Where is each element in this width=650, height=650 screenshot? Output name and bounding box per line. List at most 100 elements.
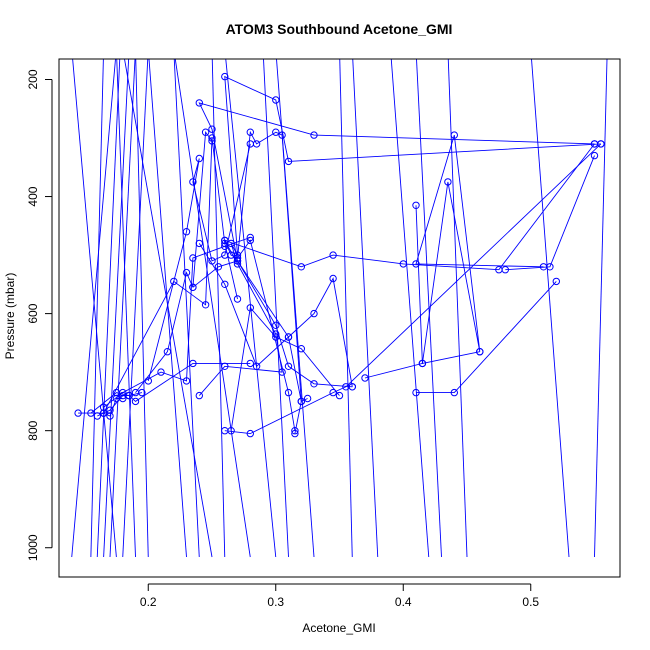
data-point [170, 277, 178, 286]
data-point [208, 134, 216, 142]
y-axis-label: Pressure (mbar) [3, 273, 17, 360]
data-point [99, 409, 108, 417]
data-point [157, 368, 165, 376]
series-line [224, 143, 602, 435]
data-point [246, 429, 255, 438]
data-point [221, 72, 229, 81]
data-point [444, 178, 452, 186]
data-point [246, 128, 255, 136]
series-line [415, 205, 480, 364]
data-point [195, 239, 204, 248]
off-top-segment [390, 59, 430, 558]
y-tick-label: 400 [26, 186, 40, 206]
data-point [552, 277, 560, 286]
series-line [147, 143, 251, 382]
data-point [450, 131, 458, 139]
off-top-segment [416, 59, 442, 558]
off-top-segment [72, 59, 117, 558]
data-point [310, 309, 318, 318]
data-point [246, 233, 255, 242]
off-top-segment [263, 59, 289, 558]
data-point [284, 333, 293, 341]
series-line [192, 260, 308, 403]
data-point [131, 397, 140, 406]
data-point [450, 388, 458, 397]
data-point [138, 388, 146, 397]
data-point [272, 333, 280, 341]
data-point [119, 388, 127, 397]
data-point [233, 295, 242, 303]
y-tick-label: 1000 [26, 534, 40, 561]
series-line [198, 143, 595, 396]
data-point [310, 131, 318, 139]
data-point [99, 403, 108, 411]
data-point [182, 268, 191, 277]
series-line [505, 155, 595, 271]
data-point [303, 394, 312, 403]
data-point [208, 137, 216, 145]
series-line [103, 237, 251, 408]
data-point [329, 274, 337, 283]
data-point [546, 263, 554, 271]
series-line [416, 281, 557, 394]
plot-content [71, 59, 608, 558]
data-point [246, 304, 255, 312]
data-point [125, 391, 133, 400]
data-point [297, 263, 305, 271]
axes: 0.2 0.3 0.4 0.5 200 400 600 800 1000 [26, 58, 621, 609]
y-tick-label: 800 [26, 420, 40, 440]
data-point [195, 391, 204, 400]
data-point [106, 412, 114, 420]
series-line [224, 75, 601, 265]
off-top-segment [109, 59, 136, 558]
data-point [284, 362, 293, 370]
data-point [329, 251, 337, 259]
data-point [182, 228, 191, 236]
data-point [348, 383, 356, 391]
series-line [198, 243, 353, 387]
off-top-segment [594, 59, 608, 558]
off-top-segment [447, 59, 468, 558]
x-tick-label: 0.5 [522, 595, 539, 609]
data-point [163, 348, 172, 356]
data-point [246, 359, 255, 368]
data-point [189, 359, 197, 368]
data-point [189, 283, 197, 291]
chart-title: ATOM3 Southbound Acetone_GMI [226, 21, 453, 37]
data-point [272, 96, 280, 104]
data-point [221, 242, 229, 251]
data-point [399, 260, 407, 268]
series-line [364, 134, 544, 379]
data-point [297, 397, 305, 406]
data-point [246, 236, 255, 245]
series-line [230, 306, 340, 431]
data-point [412, 388, 420, 397]
x-tick-label: 0.2 [140, 595, 157, 609]
plot-area [71, 59, 608, 558]
series-line [135, 130, 213, 393]
data-point [233, 257, 242, 265]
data-point [252, 362, 261, 370]
series-line [97, 392, 143, 417]
data-point [182, 377, 191, 385]
data-point [590, 151, 599, 160]
plot-frame [58, 58, 621, 578]
off-top-segment [103, 59, 130, 558]
data-point [221, 280, 229, 288]
data-point [189, 254, 197, 262]
data-point [412, 260, 420, 268]
data-point [272, 128, 280, 136]
data-point [291, 427, 299, 435]
off-top-segment [124, 59, 213, 558]
data-point [278, 131, 286, 139]
data-point [412, 201, 420, 210]
off-top-segment [225, 59, 277, 558]
data-point [310, 380, 318, 388]
y-tick-label: 600 [26, 303, 40, 323]
series-line [90, 362, 251, 414]
off-top-segment [352, 59, 379, 558]
data-point [597, 140, 605, 148]
data-point [361, 374, 369, 382]
data-point [189, 178, 197, 186]
y-tick-label: 200 [26, 69, 40, 89]
